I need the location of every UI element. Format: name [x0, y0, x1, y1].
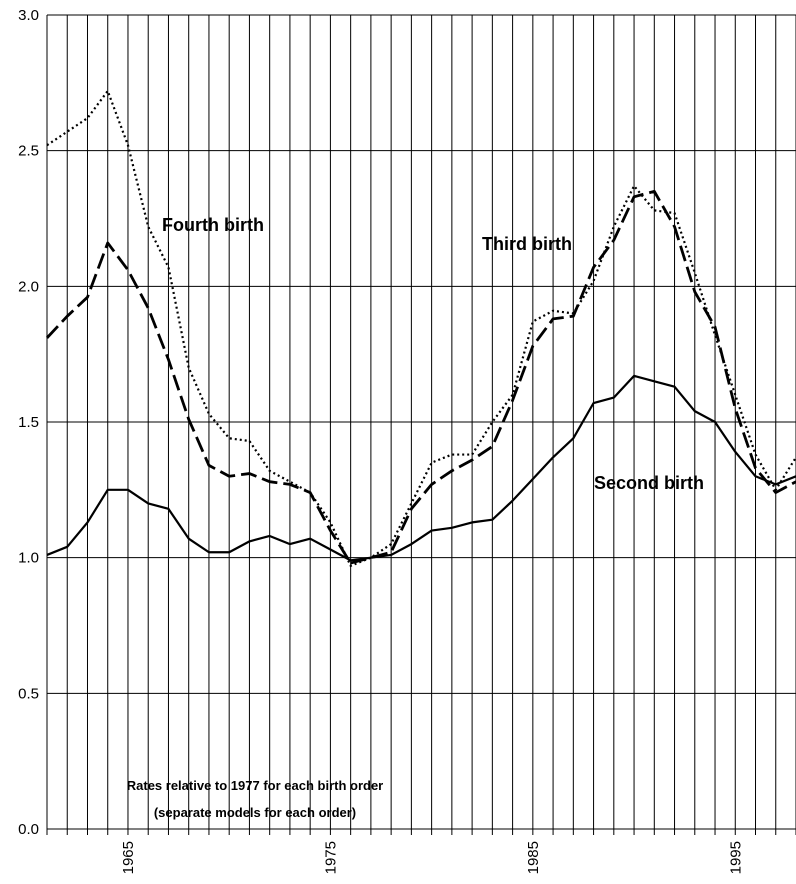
annotation-fourth: Fourth birth [162, 215, 264, 235]
series-line [46, 374, 796, 562]
plot: 0.0 0.5 1.0 1.5 2.0 2.5 3.0 1965 1975 1985 1995 [18, 7, 796, 874]
y-tick-label: 3.0 [18, 7, 39, 24]
x-tick-label: 1995 [727, 841, 744, 874]
y-tick-label: 1.0 [18, 550, 39, 567]
x-tick-label: 1965 [120, 841, 137, 874]
series-line [46, 89, 796, 567]
y-tick-label: 2.5 [18, 143, 39, 160]
x-tick-label: 1985 [525, 841, 542, 874]
x-tick-label: 1975 [322, 841, 339, 874]
y-tick-label: 2.0 [18, 278, 39, 295]
annotation-second: Second birth [594, 473, 704, 493]
y-tick-label: 1.5 [18, 414, 39, 431]
y-tick-label: 0.5 [18, 685, 39, 702]
annotation-third: Third birth [482, 234, 572, 254]
note-line: (separate models for each order) [154, 805, 356, 820]
note-line: Rates relative to 1977 for each birth or… [127, 778, 383, 793]
y-tick-label: 0.0 [18, 821, 39, 838]
